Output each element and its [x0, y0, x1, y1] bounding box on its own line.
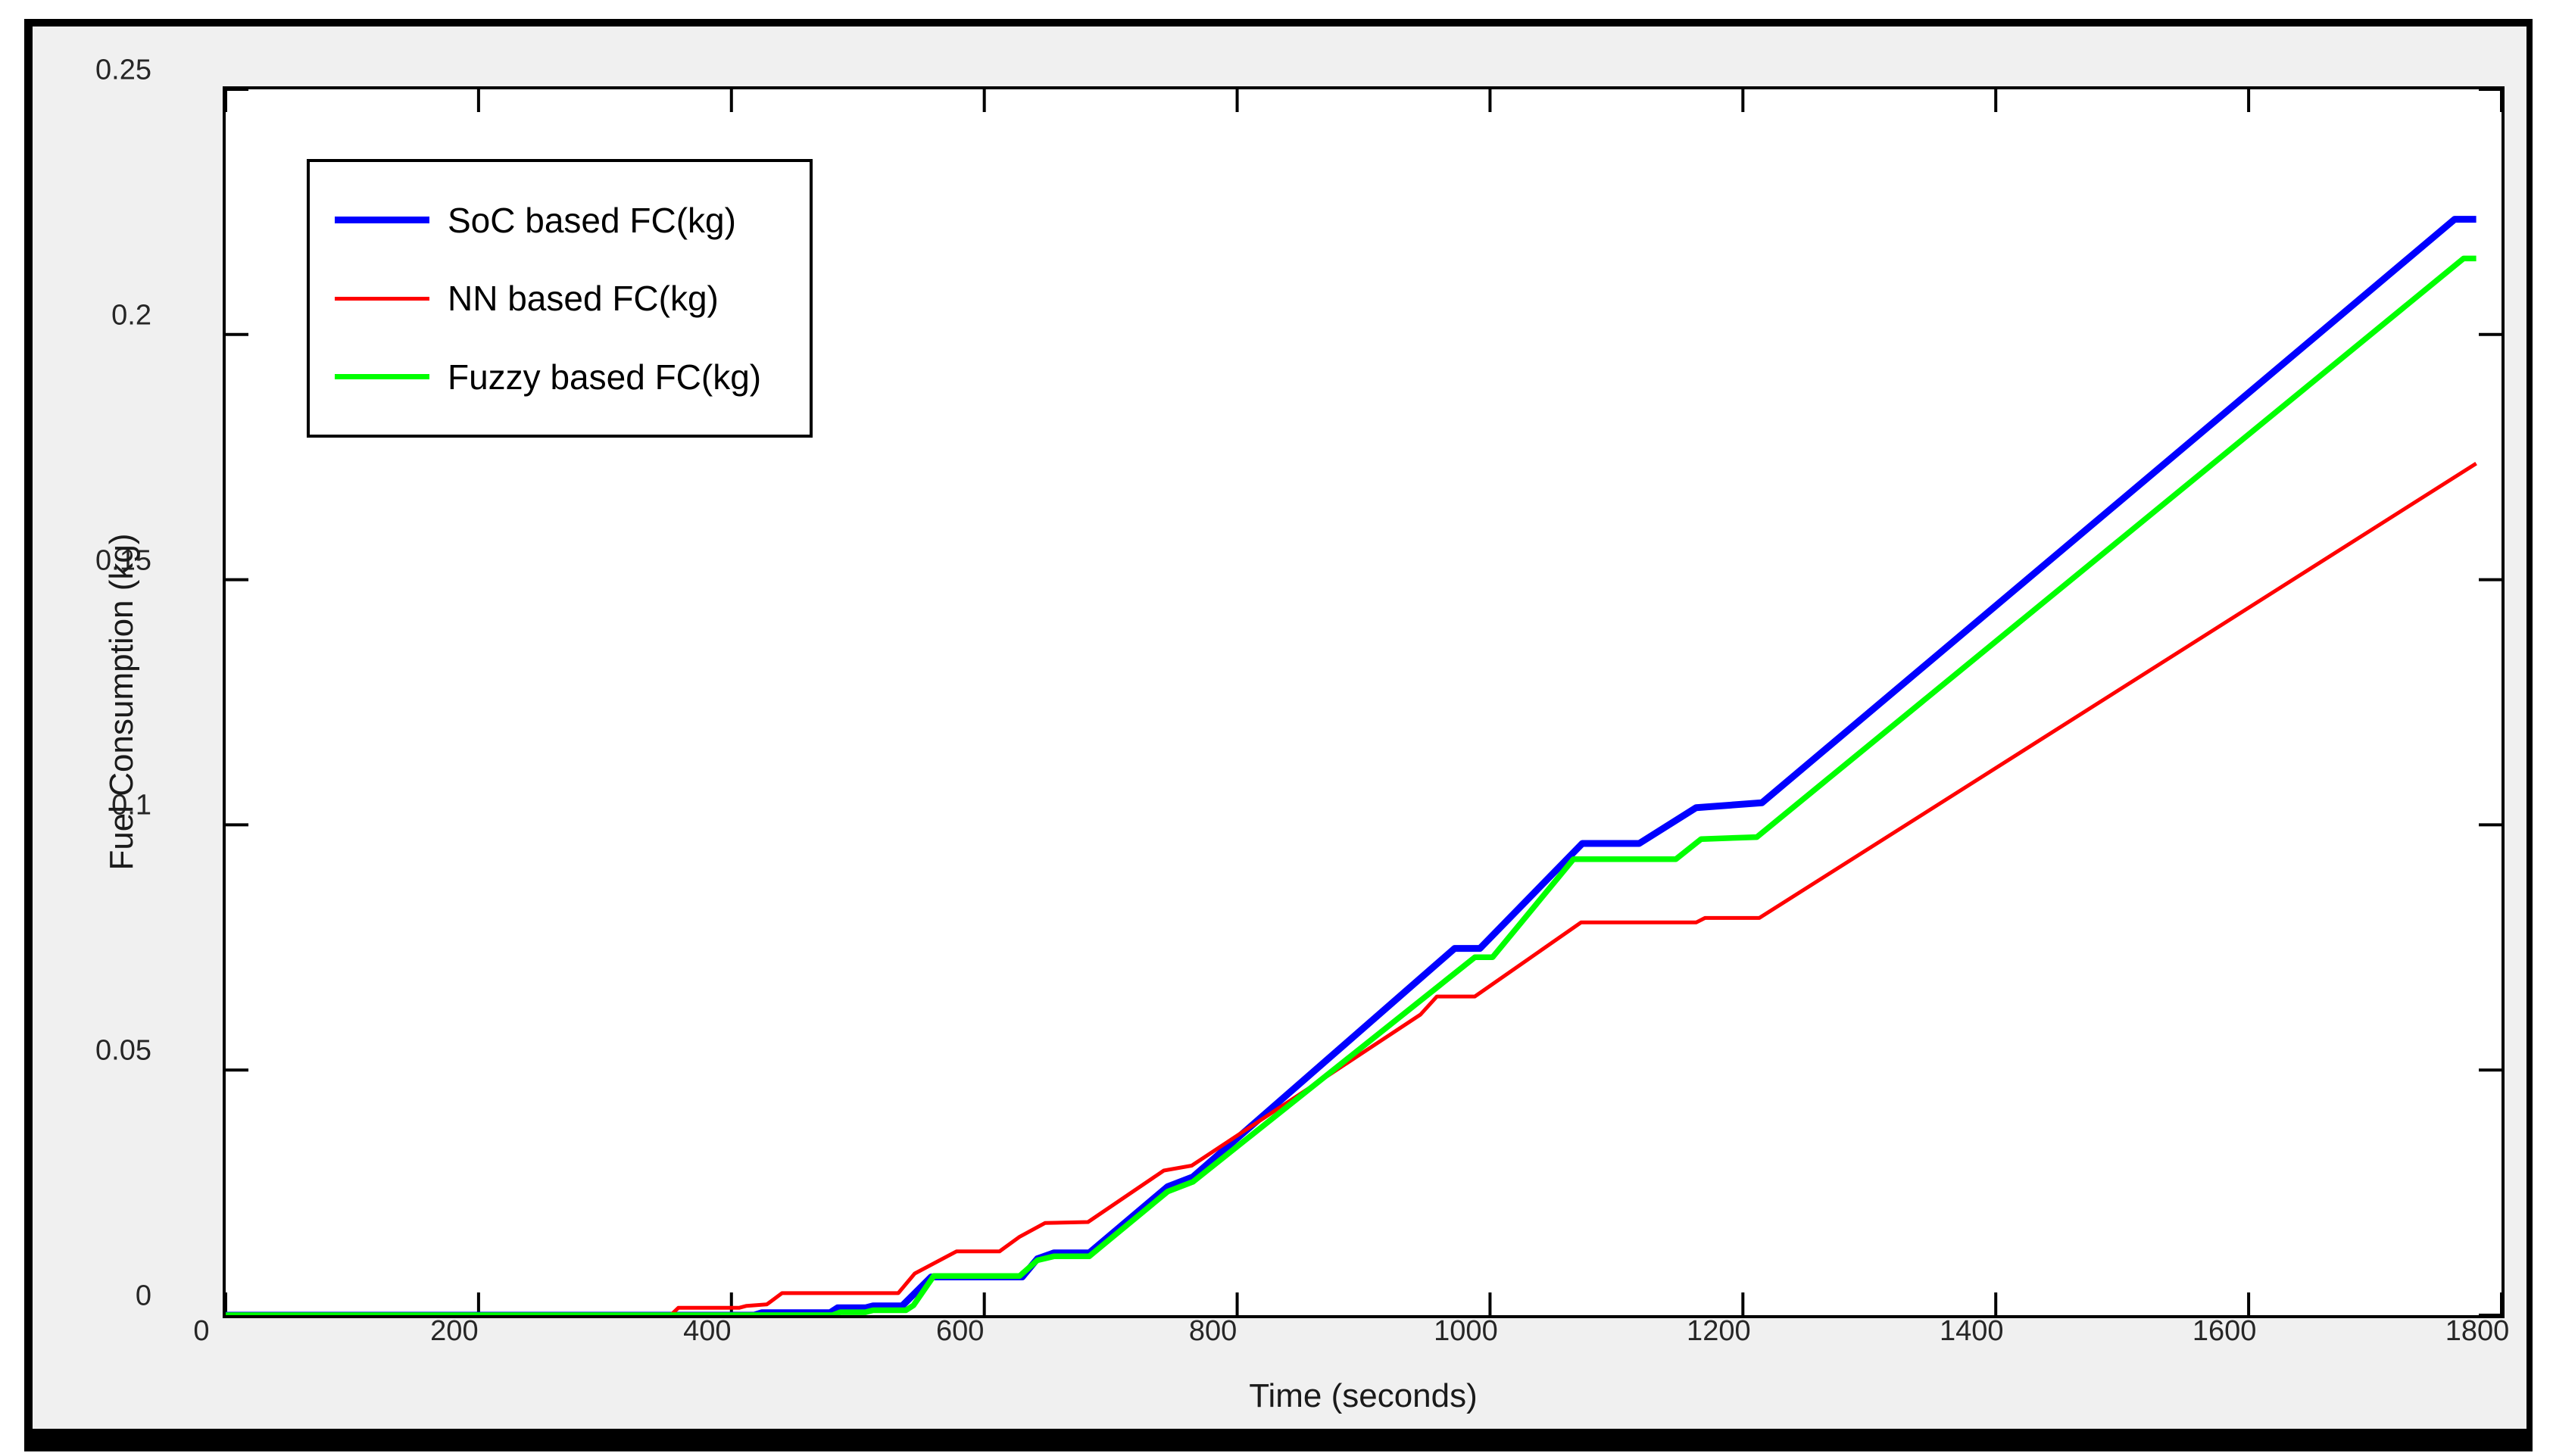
- x-tick-label: 1600: [2192, 1315, 2257, 1347]
- x-tick-label: 1200: [1687, 1315, 1751, 1347]
- legend-entry-fuzzy: Fuzzy based FC(kg): [310, 357, 810, 398]
- x-tick-label: 1800: [2445, 1315, 2510, 1347]
- legend-entry-nn: NN based FC(kg): [310, 278, 810, 319]
- legend-label-nn: NN based FC(kg): [448, 279, 719, 318]
- y-tick-label: 0.1: [111, 789, 151, 822]
- y-axis-label: Fuel Consumption (kg): [103, 533, 140, 871]
- x-tick-label: 1000: [1434, 1315, 1498, 1347]
- x-axis-label: Time (seconds): [1249, 1377, 1478, 1414]
- y-tick-label: 0.2: [111, 299, 151, 332]
- legend-entry-soc: SoC based FC(kg): [310, 200, 810, 241]
- figure-frame: 0 200 400 600 800 1000 1200 1400 1600 1800 0 0.05 0.…: [24, 19, 2533, 1451]
- legend-label-soc: SoC based FC(kg): [448, 200, 736, 240]
- legend-swatch-fuzzy: [335, 373, 429, 380]
- x-tick-label: 400: [683, 1315, 732, 1347]
- x-tick-label: 0: [193, 1315, 210, 1347]
- legend-swatch-nn: [335, 296, 429, 301]
- y-tick-label: 0.25: [95, 54, 151, 86]
- legend-swatch-soc: [335, 217, 429, 223]
- legend: SoC based FC(kg) NN based FC(kg) Fuzzy b…: [307, 159, 813, 438]
- y-tick-label: 0: [135, 1280, 151, 1312]
- x-tick-label: 200: [430, 1315, 479, 1347]
- y-tick-label: 0.05: [95, 1034, 151, 1067]
- x-tick-label: 800: [1188, 1315, 1237, 1347]
- x-tick-label: 600: [935, 1315, 985, 1347]
- x-tick-label: 1400: [1939, 1315, 2004, 1347]
- y-tick-label: 0.15: [95, 544, 151, 577]
- chart-canvas: [226, 89, 2502, 1315]
- legend-label-fuzzy: Fuzzy based FC(kg): [448, 357, 762, 397]
